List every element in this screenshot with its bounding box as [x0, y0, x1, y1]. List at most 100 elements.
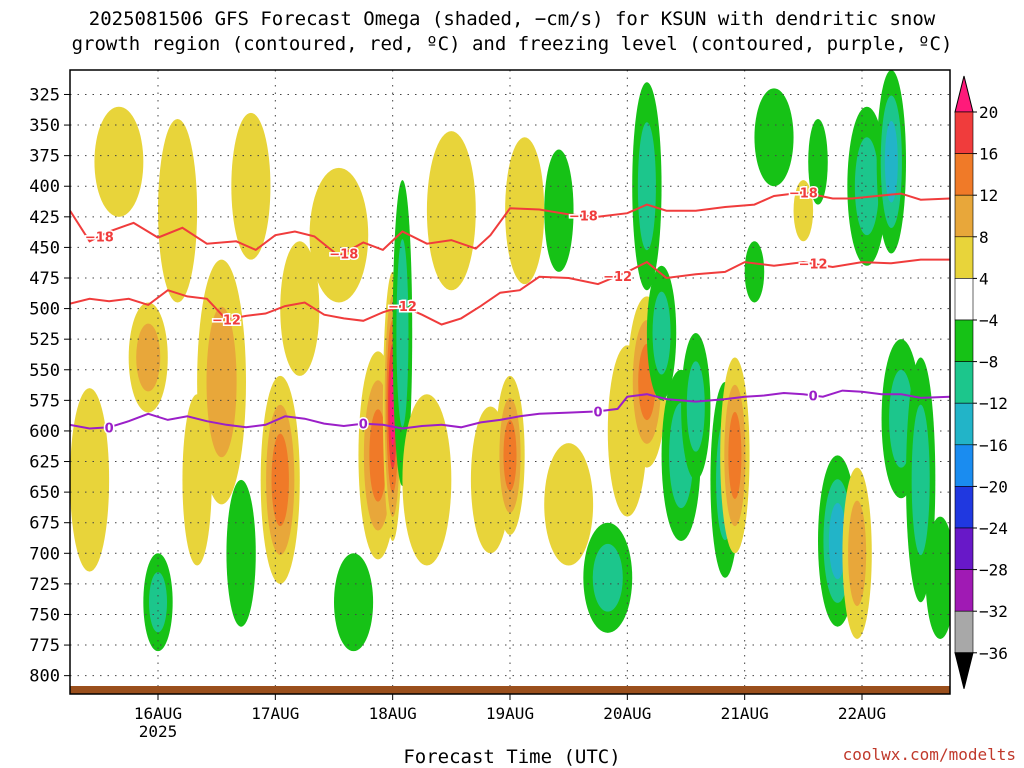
- omega-cell-34: [793, 180, 814, 242]
- contour-label-1-0: −12: [212, 314, 241, 329]
- colorbar-swatch-4: [954, 236, 974, 279]
- x-tick-label-22AUG: 22AUG: [838, 704, 886, 723]
- omega-cell-10: [280, 241, 320, 376]
- colorbar-label-8: −16: [979, 436, 1008, 455]
- colorbar-label-5: −4: [979, 311, 998, 330]
- colorbar-swatch-9: [954, 444, 974, 487]
- y-tick-label-775: 775: [29, 636, 60, 656]
- colorbar-swatch-7: [954, 361, 974, 404]
- omega-cell-20: [505, 137, 545, 285]
- colorbar-label-9: −20: [979, 477, 1008, 496]
- colorbar-label-1: 16: [979, 145, 998, 164]
- omega-cell-39: [884, 120, 898, 203]
- x-axis-title: Forecast Time (UTC): [403, 746, 621, 768]
- omega-cell-31: [728, 411, 742, 499]
- x-tick-label-20AUG: 20AUG: [603, 704, 651, 723]
- y-axis: 325 350 375 400 425 450 475 500 525 550 575 600 625 6…: [29, 85, 70, 687]
- contour-label-0-1: −18: [329, 247, 358, 262]
- contour-label-2-2: 0: [593, 405, 602, 420]
- omega-cell-15: [396, 238, 409, 428]
- omega-cell-11: [309, 167, 369, 303]
- omega-cell-36: [828, 502, 847, 580]
- y-tick-label-450: 450: [29, 238, 60, 258]
- omega-cell-12: [334, 553, 374, 652]
- ground-strip: [70, 686, 950, 694]
- colorbar-swatch-3: [954, 194, 974, 238]
- contour-label-2-3: 0: [809, 389, 818, 404]
- omega-cell-2: [136, 323, 161, 392]
- y-tick-label-650: 650: [29, 483, 60, 503]
- omega-cell-4: [158, 118, 198, 303]
- colorbar-swatch-8: [954, 402, 974, 446]
- contour-label-2-0: 0: [105, 421, 114, 436]
- colorbar-swatch-5: [954, 278, 974, 321]
- y-tick-label-700: 700: [29, 544, 60, 564]
- y-tick-label-425: 425: [29, 208, 60, 228]
- omega-cell-26: [637, 122, 656, 251]
- contour-label-1-3: −12: [799, 258, 828, 273]
- omega-cell-17: [426, 131, 476, 291]
- colorbar-swatch-6: [954, 319, 974, 362]
- contour-label-2-1: 0: [359, 418, 368, 433]
- colorbar-label-12: −32: [979, 602, 1008, 621]
- x-tick-label-21AUG: 21AUG: [721, 704, 769, 723]
- colorbar-label-3: 8: [979, 228, 989, 247]
- y-tick-label-725: 725: [29, 575, 60, 595]
- omega-cell-19: [503, 420, 517, 491]
- colorbar-swatch-10: [954, 486, 974, 529]
- y-tick-label-800: 800: [29, 667, 60, 687]
- colorbar-swatch-12: [954, 569, 974, 612]
- colorbar-label-13: −36: [979, 644, 1008, 663]
- chart-title-line-2: growth region (contoured, red, ºC) and f…: [71, 33, 953, 55]
- contour-label-0-0: −18: [85, 230, 114, 245]
- omega-cell-7: [226, 479, 256, 627]
- contour-label-1-1: −12: [388, 300, 417, 315]
- y-tick-label-550: 550: [29, 361, 60, 381]
- omega-cell-3: [148, 572, 168, 633]
- omega-cell-9: [271, 433, 289, 527]
- colorbar-label-0: 20: [979, 103, 998, 122]
- source-credit: coolwx.com/modelts: [842, 745, 1016, 764]
- omega-cell-41: [911, 404, 930, 556]
- contour-line-0: [70, 191, 950, 258]
- x-tick-label-19AUG: 19AUG: [486, 704, 534, 723]
- omega-cell-22: [544, 443, 594, 566]
- y-tick-label-375: 375: [29, 147, 60, 167]
- colorbar-swatch-14: [954, 652, 974, 689]
- colorbar-swatch-13: [954, 610, 974, 654]
- omega-cell-23: [592, 543, 623, 612]
- y-tick-label-500: 500: [29, 300, 60, 320]
- x-tick-sublabel-16AUG: 2025: [139, 722, 178, 741]
- chart-title-line-1: 2025081506 GFS Forecast Omega (shaded, −…: [88, 8, 936, 30]
- colorbar-swatch-11: [954, 527, 974, 570]
- contour-line-2: [70, 389, 950, 430]
- colorbar-label-7: −12: [979, 394, 1008, 413]
- omega-cell-42: [925, 516, 950, 639]
- y-tick-label-475: 475: [29, 269, 60, 289]
- colorbar-label-4: 4: [979, 269, 989, 288]
- omega-cell-1: [94, 106, 144, 217]
- x-tick-label-18AUG: 18AUG: [369, 704, 417, 723]
- omega-cell-33: [754, 88, 794, 187]
- omega-cell-0: [70, 388, 110, 572]
- y-tick-label-600: 600: [29, 422, 60, 442]
- x-tick-label-17AUG: 17AUG: [251, 704, 299, 723]
- omega-shading: [70, 70, 950, 652]
- y-tick-label-675: 675: [29, 514, 60, 534]
- omega-cell-21: [544, 149, 574, 272]
- contour-line-1: [70, 258, 950, 326]
- contour-label-0-3: −18: [789, 186, 818, 201]
- y-tick-label-575: 575: [29, 391, 60, 411]
- y-tick-label-625: 625: [29, 453, 60, 473]
- ground-surface: [70, 686, 950, 694]
- colorbar-swatch-2: [954, 153, 974, 196]
- omega-cell-38: [854, 137, 879, 236]
- colorbar-swatch-0: [954, 75, 974, 113]
- y-tick-label-350: 350: [29, 116, 60, 136]
- colorbar-label-2: 12: [979, 186, 998, 205]
- colorbar-swatch-1: [954, 111, 974, 154]
- omega-cell-35: [808, 118, 828, 205]
- colorbar-label-10: −24: [979, 519, 1008, 538]
